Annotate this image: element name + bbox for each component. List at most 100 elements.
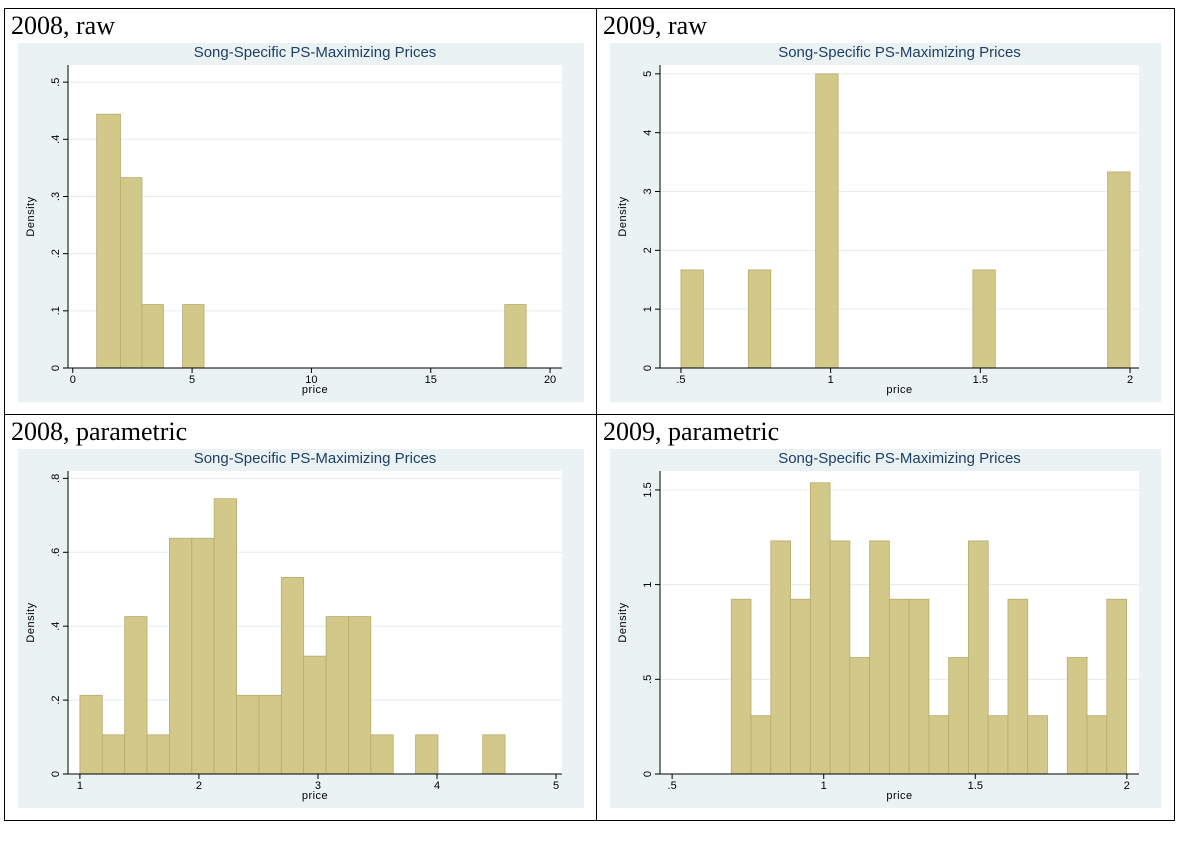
y-tick-label: 0: [50, 365, 62, 371]
x-tick-label: 2: [1127, 374, 1133, 386]
x-tick-label: 3: [315, 780, 321, 792]
x-tick-label: 10: [305, 374, 317, 386]
histogram-bar: [829, 540, 851, 775]
y-tick-label: 1.5: [642, 482, 654, 497]
x-tick-label: .5: [668, 780, 677, 792]
x-axis-label: price: [886, 384, 912, 396]
x-tick-label: 20: [544, 374, 556, 386]
histogram-bar: [96, 113, 121, 369]
y-tick-label: .2: [50, 249, 62, 258]
histogram-bar: [972, 269, 996, 369]
y-tick-label: 2: [642, 247, 654, 253]
panel-2009-parametric: 2009, parametric Song-Specific PS-Maximi…: [596, 414, 1175, 821]
histogram-bar: [747, 269, 772, 369]
x-axis-label: price: [302, 790, 328, 802]
y-axis-label: Density: [617, 196, 629, 236]
histogram-bar: [680, 269, 704, 369]
histogram-2009-raw: Song-Specific PS-Maximizing Prices 0 1 2 3 4 5…: [610, 43, 1161, 402]
x-tick-label: 2: [1124, 780, 1130, 792]
histogram-bar: [191, 537, 215, 775]
y-axis-label: Density: [25, 196, 37, 236]
histogram-bar: [146, 734, 170, 775]
histogram-bar: [415, 734, 439, 775]
y-tick-label: 1: [642, 306, 654, 312]
histogram-bar: [809, 482, 831, 775]
x-tick-label: 1: [821, 780, 827, 792]
y-tick-label: 3: [642, 188, 654, 194]
x-axis-label: price: [302, 384, 328, 396]
y-tick-label: 4: [642, 130, 654, 136]
histogram-bar: [169, 537, 193, 775]
histogram-bar: [325, 616, 349, 775]
y-tick-label: .8: [50, 474, 62, 483]
panel-2009-raw: 2009, raw Song-Specific PS-Maximizing Pr…: [596, 8, 1175, 415]
x-tick-label: 1: [77, 780, 83, 792]
y-tick-label: 1: [642, 582, 654, 588]
x-tick-label: 5: [189, 374, 195, 386]
y-tick-label: .3: [50, 192, 62, 201]
y-tick-label: 0: [642, 365, 654, 371]
panel-caption: 2009, parametric: [603, 417, 780, 446]
x-tick-label: .5: [676, 374, 685, 386]
histogram-bar: [124, 616, 148, 775]
histogram-bar: [120, 177, 143, 369]
histogram-bar: [101, 734, 126, 775]
x-tick-label: 4: [434, 780, 440, 792]
histogram-bar: [815, 73, 839, 369]
histogram-bar: [888, 598, 910, 775]
histogram-2008-raw: Song-Specific PS-Maximizing Prices 0 .1 .2.…: [18, 43, 584, 402]
histogram-2008-parametric: Song-Specific PS-Maximizing Prices 0 .2 .4.…: [18, 449, 584, 808]
y-tick-label: 0: [642, 771, 654, 777]
x-tick-label: 15: [425, 374, 437, 386]
histogram-bar: [948, 657, 969, 775]
x-tick-label: 2: [196, 780, 202, 792]
y-axis-label: Density: [25, 602, 37, 642]
histogram-bar: [770, 540, 791, 775]
panel-2008-raw: 2008, raw Song-Specific PS-Maximizing Pr…: [4, 8, 597, 415]
histogram-bar: [236, 694, 260, 775]
histogram-bar: [790, 598, 811, 775]
y-tick-label: .6: [50, 548, 62, 557]
histogram-bar: [1027, 715, 1048, 775]
histogram-bar: [750, 715, 772, 775]
histogram-bar: [928, 715, 950, 775]
histogram-bar: [1107, 171, 1131, 369]
plot-area: [660, 65, 1139, 368]
panel-2008-parametric: 2008, parametric Song-Specific PS-Maximi…: [4, 414, 597, 821]
histogram-bar: [1106, 598, 1127, 775]
histogram-bar: [1007, 598, 1029, 775]
y-tick-label: .5: [642, 675, 654, 684]
chart-title: Song-Specific PS-Maximizing Prices: [194, 450, 437, 467]
histogram-bar: [1086, 715, 1108, 775]
x-tick-label: 1.5: [973, 374, 988, 386]
histogram-bar: [908, 598, 930, 775]
x-tick-label: 5: [553, 780, 559, 792]
histogram-bar: [968, 540, 989, 775]
histogram-bar: [987, 715, 1009, 775]
y-tick-label: 0: [50, 771, 62, 777]
histogram-bar: [730, 598, 752, 775]
histogram-bar: [849, 657, 871, 775]
chart-title: Song-Specific PS-Maximizing Prices: [778, 450, 1021, 467]
y-tick-label: .4: [50, 622, 62, 631]
figure-table: 2008, raw Song-Specific PS-Maximizing Pr…: [4, 8, 1175, 821]
y-axis-label: Density: [617, 602, 629, 642]
y-tick-label: .4: [50, 135, 62, 144]
x-tick-label: 0: [70, 374, 76, 386]
chart-title: Song-Specific PS-Maximizing Prices: [778, 44, 1021, 61]
y-tick-label: .5: [50, 78, 62, 87]
histogram-2009-parametric: Song-Specific PS-Maximizing Prices 0 .5 1 1.…: [610, 449, 1161, 808]
panel-caption: 2008, parametric: [11, 417, 188, 446]
histogram-bar: [213, 498, 237, 775]
histogram-bar: [482, 734, 506, 775]
histogram-bar: [303, 655, 327, 775]
chart-title: Song-Specific PS-Maximizing Prices: [194, 44, 437, 61]
panel-caption: 2009, raw: [603, 11, 707, 40]
histogram-bar: [869, 540, 890, 775]
histogram-bar: [141, 304, 164, 369]
histogram-bar: [79, 694, 103, 775]
panel-caption: 2008, raw: [11, 11, 115, 40]
x-axis-label: price: [886, 790, 912, 802]
histogram-bar: [348, 616, 372, 775]
y-tick-label: 5: [642, 71, 654, 77]
